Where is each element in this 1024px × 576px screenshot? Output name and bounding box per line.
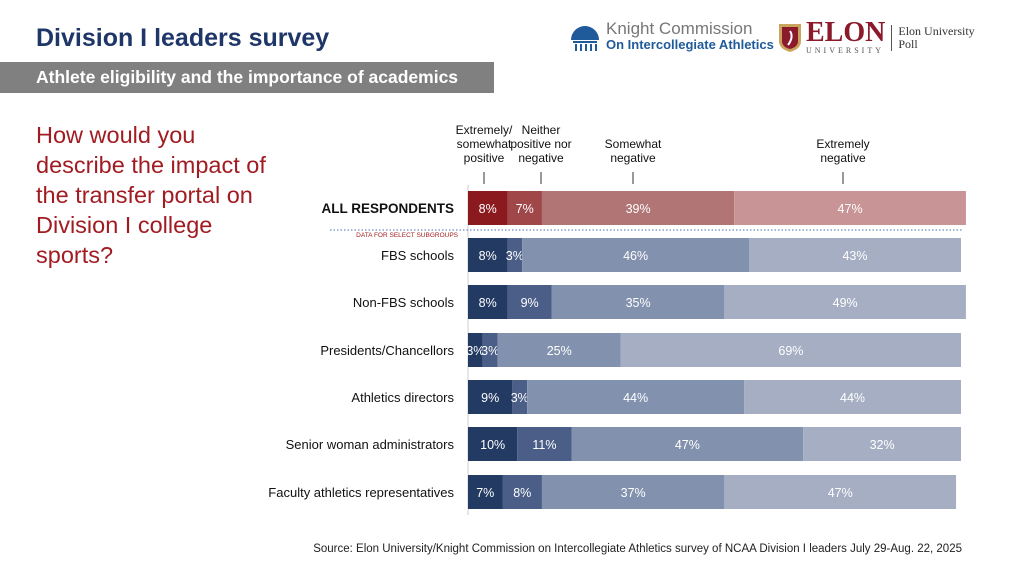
data-label: 3% <box>506 249 524 263</box>
question-text: How would you describe the impact of the… <box>36 122 266 268</box>
subgroup-note: DATA FOR SELECT SUBGROUPS <box>356 232 459 239</box>
data-label: 8% <box>513 486 531 500</box>
category-label: Presidents/Chancellors <box>320 343 454 358</box>
subtitle: Athlete eligibility and the importance o… <box>36 67 459 87</box>
bar-segment <box>502 475 542 509</box>
bar-segment <box>724 475 957 509</box>
capitol-dome-icon <box>571 26 599 51</box>
category-label: Non-FBS schools <box>353 295 455 310</box>
page-title: Division I leaders survey <box>36 24 330 52</box>
elon-wordmark: ELON <box>806 17 886 48</box>
bar-segment <box>468 238 508 272</box>
bar-segment <box>803 427 961 461</box>
legend-label: Extremely/somewhat positive <box>456 123 513 184</box>
bar-segment <box>468 475 503 509</box>
elon-university: UNIVERSITY <box>806 46 884 55</box>
bar-segment <box>507 191 542 225</box>
bar-segment <box>734 191 966 225</box>
data-label: 9% <box>481 391 499 405</box>
data-label: 25% <box>547 344 572 358</box>
data-label: 44% <box>840 391 865 405</box>
category-label: ALL RESPONDENTS <box>321 201 454 216</box>
legend-label: Somewhat negative <box>605 137 662 184</box>
bar-segment <box>571 427 804 461</box>
data-label: 43% <box>842 249 867 263</box>
data-label: 8% <box>479 202 497 216</box>
data-label: 8% <box>479 249 497 263</box>
bar-segment <box>724 285 966 319</box>
data-label: 3% <box>511 391 529 405</box>
category-label: Athletics directors <box>351 390 454 405</box>
bar-segment <box>468 380 513 414</box>
data-label: 8% <box>479 296 497 310</box>
bar-segment <box>541 191 735 225</box>
data-label: 47% <box>838 202 863 216</box>
data-label: 37% <box>621 486 646 500</box>
bar-segment <box>468 191 508 225</box>
knight-line1: Knight Commission <box>606 19 753 38</box>
bar-segment <box>507 285 552 319</box>
data-label: 49% <box>833 296 858 310</box>
bar-segment <box>527 380 745 414</box>
bar-segment <box>507 238 523 272</box>
bar-segment <box>744 380 961 414</box>
data-label: 39% <box>626 202 651 216</box>
bar-segment <box>468 427 518 461</box>
bar-segment <box>468 333 483 367</box>
bar-segment <box>497 333 621 367</box>
bar-segment <box>541 475 725 509</box>
data-label: 47% <box>828 486 853 500</box>
bar-segment <box>522 238 750 272</box>
data-label: 3% <box>466 344 484 358</box>
data-label: 9% <box>521 296 539 310</box>
elon-logo: ELON UNIVERSITY Elon University Poll <box>778 17 984 55</box>
data-label: 3% <box>481 344 499 358</box>
data-label: 32% <box>870 438 895 452</box>
source-note: Source: Elon University/Knight Commissio… <box>313 543 962 555</box>
knight-line2: On Intercollegiate Athletics <box>606 37 774 52</box>
bar-segment <box>749 238 961 272</box>
data-label: 7% <box>476 486 494 500</box>
data-label: 46% <box>623 249 648 263</box>
elon-poll: Elon University Poll <box>891 24 984 51</box>
data-label: 7% <box>516 202 534 216</box>
bar-segment <box>551 285 725 319</box>
bar-segment <box>620 333 961 367</box>
legend-label: Extremely negative <box>816 137 870 184</box>
category-label: Senior woman administrators <box>286 437 455 452</box>
data-label: 35% <box>626 296 651 310</box>
legend-label: Neither positive nor negative <box>510 123 572 184</box>
elon-shield-icon <box>779 23 801 52</box>
data-label: 44% <box>623 391 648 405</box>
subtitle-bar: Athlete eligibility and the importance o… <box>0 62 494 93</box>
category-label: FBS schools <box>381 248 454 263</box>
data-label: 10% <box>480 438 505 452</box>
data-label: 47% <box>675 438 700 452</box>
bar-segment <box>512 380 528 414</box>
bar-segment <box>517 427 572 461</box>
bar-segment <box>482 333 498 367</box>
data-label: 11% <box>532 438 556 452</box>
data-label: 69% <box>778 344 803 358</box>
knight-commission-logo: Knight Commission On Intercollegiate Athl… <box>568 20 774 52</box>
category-label: Faculty athletics representatives <box>268 485 454 500</box>
bar-segment <box>468 285 508 319</box>
